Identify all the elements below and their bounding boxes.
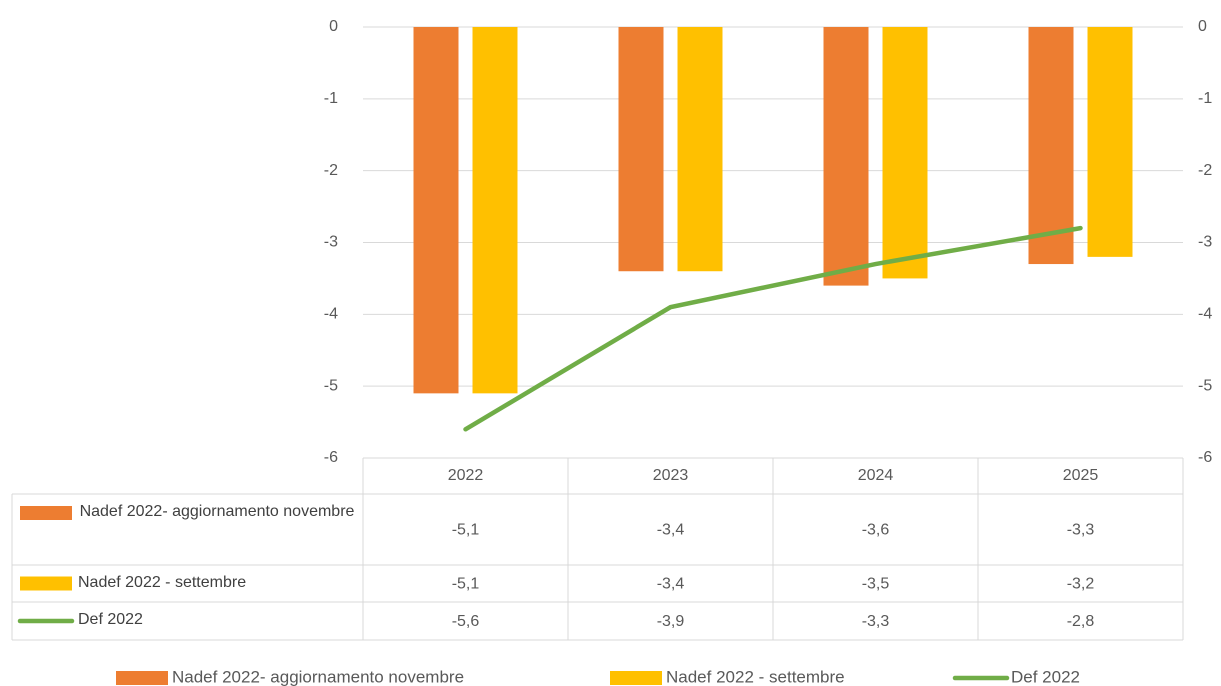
table-cell: -3,2 xyxy=(1067,576,1095,593)
y-tick-label: -5 xyxy=(324,377,338,394)
table-cell: -3,5 xyxy=(862,576,890,593)
legend-label: Def 2022 xyxy=(1011,667,1080,686)
legend-key xyxy=(116,671,168,685)
x-tick-label: 2024 xyxy=(858,467,894,484)
y-tick-label: -4 xyxy=(324,306,338,323)
x-tick-label: 2022 xyxy=(448,467,484,484)
table-row-header: Def 2022 xyxy=(78,611,143,628)
table-cell: -2,8 xyxy=(1067,613,1095,630)
table-cell: -3,4 xyxy=(657,576,685,593)
bar xyxy=(882,27,928,279)
legend-key xyxy=(20,576,72,591)
y2-tick-label: 0 xyxy=(1198,18,1207,35)
bar xyxy=(823,27,869,286)
legend-key xyxy=(610,671,662,685)
table-cell: -5,1 xyxy=(452,576,480,593)
x-tick-label: 2023 xyxy=(653,467,689,484)
table-row-header: Nadef 2022 - settembre xyxy=(78,573,247,591)
y2-tick-label: -1 xyxy=(1198,90,1212,107)
y-tick-label: -6 xyxy=(324,449,338,466)
table-cell: -3,3 xyxy=(862,613,890,630)
table-cell: -3,9 xyxy=(657,613,685,630)
y-tick-label: -2 xyxy=(324,162,338,179)
bar xyxy=(677,27,723,272)
line-series xyxy=(463,225,1083,432)
table-row-header: Nadef 2022- aggiornamento novembre xyxy=(79,503,355,520)
x-tick-label: 2025 xyxy=(1063,467,1099,484)
bar xyxy=(1087,27,1133,257)
y2-tick-label: -4 xyxy=(1198,306,1212,323)
legend-key xyxy=(20,506,72,520)
y-tick-label: 0 xyxy=(329,18,338,35)
table-cell: -3,6 xyxy=(862,522,890,539)
y2-tick-label: -2 xyxy=(1198,162,1212,179)
y2-tick-label: -6 xyxy=(1198,449,1212,466)
bar xyxy=(472,27,518,394)
y2-tick-label: -3 xyxy=(1198,234,1212,251)
table-cell: -5,1 xyxy=(452,522,480,539)
y2-tick-label: -5 xyxy=(1198,377,1212,394)
y-tick-label: -3 xyxy=(324,234,338,251)
table-cell: -3,3 xyxy=(1067,522,1095,539)
bar xyxy=(1028,27,1074,265)
table-cell: -3,4 xyxy=(657,522,685,539)
legend-label: Nadef 2022 - settembre xyxy=(666,667,845,686)
bar xyxy=(618,27,664,272)
legend-label: Nadef 2022- aggiornamento novembre xyxy=(172,667,464,686)
bar xyxy=(413,27,459,394)
y-tick-label: -1 xyxy=(324,90,338,107)
table-cell: -5,6 xyxy=(452,613,480,630)
